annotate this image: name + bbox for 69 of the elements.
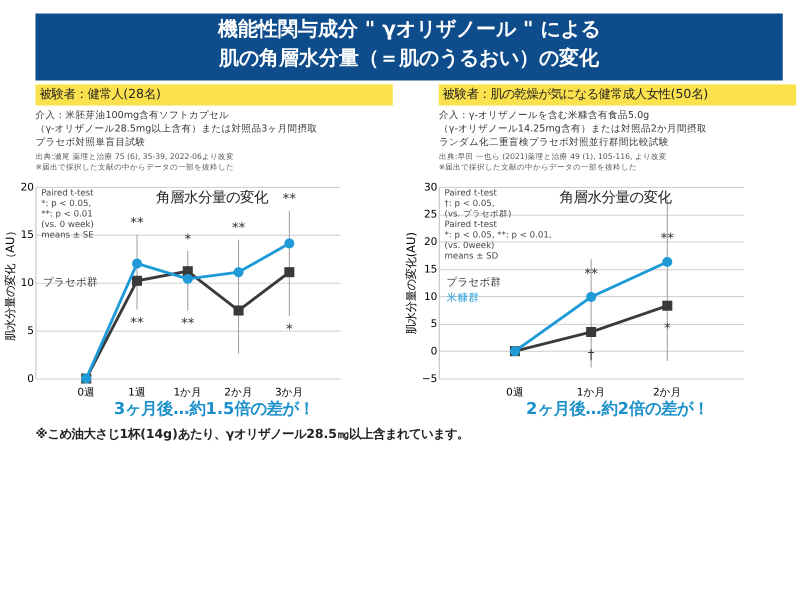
- point: [284, 267, 294, 278]
- x-tick-label: 2か月: [652, 386, 682, 398]
- text: （γ-オリザノール14.25mg含有）または対照品2か月間摂取: [438, 122, 707, 134]
- text: 機能性関与成分 " γオリザノール " による: [216, 16, 600, 41]
- x-tick-label: 0週: [77, 386, 96, 398]
- y-tick-label: 15: [424, 263, 438, 276]
- annotation: **: [660, 232, 674, 247]
- chart-subtitle: 被験者：肌の乾燥が気になる健常成人女性(50名): [442, 86, 708, 101]
- point: [586, 326, 596, 338]
- source-note: 出典:早田 一也ら (2021)薬理と治療 49 (1), 105-116, より改変: [438, 152, 667, 162]
- point: [182, 274, 193, 284]
- annotation: *: [184, 232, 192, 248]
- y-tick-label: 10: [20, 277, 34, 290]
- annotation: **: [282, 192, 296, 208]
- point: [234, 305, 244, 316]
- point: [284, 238, 294, 248]
- y-tick-label: 30: [424, 181, 438, 194]
- x-tick-label: 3か月: [274, 386, 304, 398]
- y-tick-label: 0: [27, 372, 34, 385]
- y-tick-label: 20: [20, 181, 34, 194]
- annotation: **: [232, 220, 246, 236]
- y-tick-label: 10: [424, 290, 438, 303]
- point: [586, 292, 596, 302]
- text: 介入：米胚芽油100mg含有ソフトカプセル: [35, 108, 230, 121]
- point: [132, 258, 142, 269]
- y-tick-label: 25: [424, 208, 438, 221]
- text: ※こめ油大さじ1杯(14g)あたり、γオリザノール28.5㎎以上含まれています。: [35, 426, 469, 441]
- annotation: **: [130, 316, 144, 331]
- annotation: **: [181, 316, 195, 332]
- chart-title: 角層水分量の変化: [560, 190, 672, 206]
- y-axis-title: 肌水分量の変化(AU): [404, 232, 418, 334]
- y-tick-label: 5: [27, 324, 34, 337]
- text: 3ヶ月後…約1.5倍の差が！: [114, 398, 314, 418]
- y-tick-label: 5: [430, 318, 438, 330]
- x-tick-label: 2か月: [224, 386, 253, 398]
- annotation: **: [584, 266, 598, 282]
- text: ※届出で採択した文献の中からデータの一部を抜粋した: [438, 162, 638, 172]
- y-tick-label: 20: [424, 236, 438, 248]
- point: [662, 256, 672, 267]
- x-tick-label: 1か月: [173, 386, 202, 398]
- x-tick-label: 1か月: [576, 386, 606, 398]
- text: ※届出で採択した文献の中からデータの一部を抜粋した: [35, 162, 234, 172]
- y-tick-label: 15: [20, 229, 34, 242]
- annotation: **: [130, 216, 144, 232]
- source-note: 出典:瀬尾 薬理と治療 75 (6), 35-39, 2022-06より改変: [35, 152, 234, 162]
- text: ランダム化二重盲検プラセボ対照並行群間比較試験: [438, 136, 669, 148]
- point: [132, 276, 142, 286]
- chart-subtitle: 被験者：健常人(28名): [39, 86, 161, 101]
- text: プラセボ群: [446, 276, 502, 289]
- annotation: *: [664, 322, 671, 337]
- y-axis-title: 肌水分量の変化（AU）: [2, 226, 17, 341]
- text: 介入：γ-オリザノールを含む米糠含有食品5.0g: [438, 108, 650, 121]
- text: 米糠群: [446, 290, 480, 304]
- y-tick-label: −5: [422, 372, 438, 385]
- annotation: †: [588, 348, 595, 363]
- point: [662, 300, 672, 311]
- x-tick-label: 1週: [128, 386, 146, 398]
- text: プラセボ対照単盲目試験: [35, 136, 146, 148]
- text: プラセボ群: [43, 276, 98, 289]
- y-tick-label: 0: [430, 346, 438, 358]
- chart-title: 角層水分量の変化: [156, 190, 268, 206]
- point: [234, 267, 244, 278]
- text: （γ-オリザノール28.5mg以上含有）または対照品3ヶ月間摂取: [35, 122, 318, 134]
- text: 2ヶ月後…約2倍の差が！: [526, 398, 709, 418]
- x-tick-label: 0週: [506, 386, 524, 398]
- annotation: Paired t-test †: p < 0.05, (vs. プラセボ群) Paired t-test *: p < 0.05, **: p < 0.01, (vs. 0week) means ± SD: [444, 188, 552, 262]
- text: 肌の角層水分量（＝肌のうるおい）の変化: [218, 45, 600, 70]
- annotation: *: [286, 322, 293, 338]
- annotation: Paired t-test *: p < 0.05, **: p < 0.01 (vs. 0 week) means ± SE: [41, 188, 94, 241]
